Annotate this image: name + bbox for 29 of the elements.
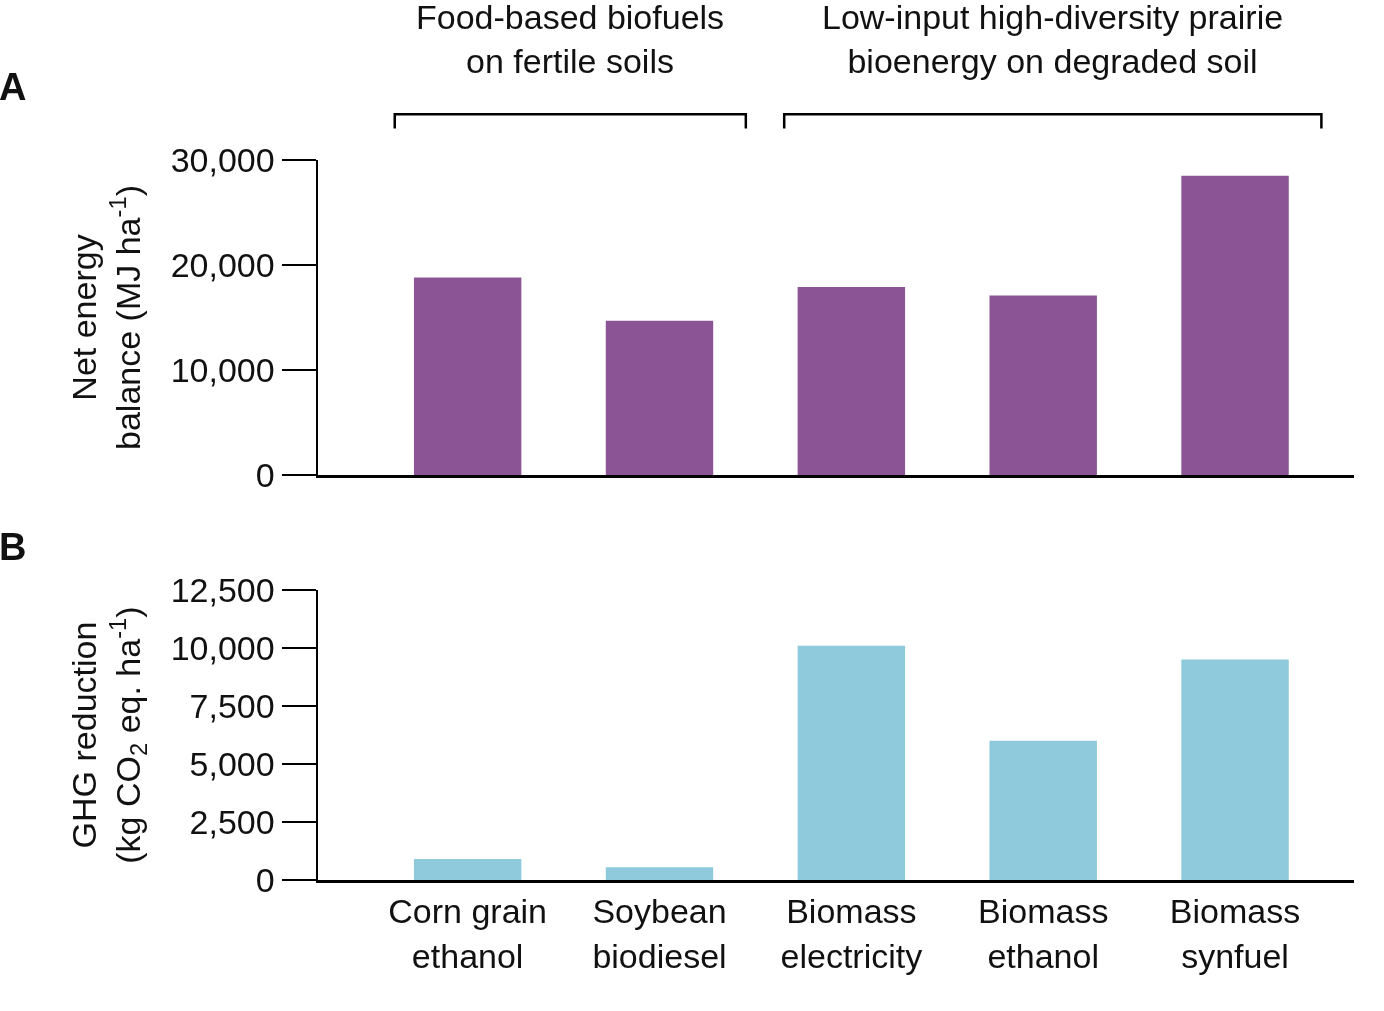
y-tick-label: 12,500 <box>170 570 275 609</box>
bar <box>605 320 714 475</box>
x-tick-label: Corn grain ethanol <box>388 892 548 975</box>
y-tick-label: 2,500 <box>189 802 275 841</box>
bar <box>797 287 906 475</box>
bar <box>413 859 522 880</box>
y-tick-label: 0 <box>255 455 275 494</box>
y-tick-label: 30,000 <box>170 140 275 179</box>
bar <box>605 867 714 880</box>
bar <box>797 645 906 880</box>
y-tick-label: 7,500 <box>189 686 275 725</box>
x-tick-label: Soybean biodiesel <box>592 892 727 975</box>
y-tick-label: 10,000 <box>170 350 275 389</box>
bar <box>1181 175 1289 475</box>
y-tick-label: 0 <box>255 860 275 899</box>
x-tick-label: Biomass ethanol <box>978 892 1109 975</box>
x-tick-label: Biomass synfuel <box>1169 892 1301 975</box>
bar <box>413 277 522 475</box>
text: Food-based biofuels on fertile soils <box>416 0 725 81</box>
y-tick-label: 10,000 <box>170 628 275 667</box>
y-tick-label: 20,000 <box>170 245 275 284</box>
x-tick-label: Biomass electricity <box>780 892 923 975</box>
y-tick-label: 5,000 <box>189 744 275 783</box>
text: Low-input high-diversity prairie bioenergy on degraded soil <box>822 0 1284 81</box>
bar <box>989 295 1097 475</box>
text: A <box>0 66 27 108</box>
bar <box>1181 659 1289 880</box>
text: B <box>0 526 27 568</box>
bar <box>989 740 1097 880</box>
